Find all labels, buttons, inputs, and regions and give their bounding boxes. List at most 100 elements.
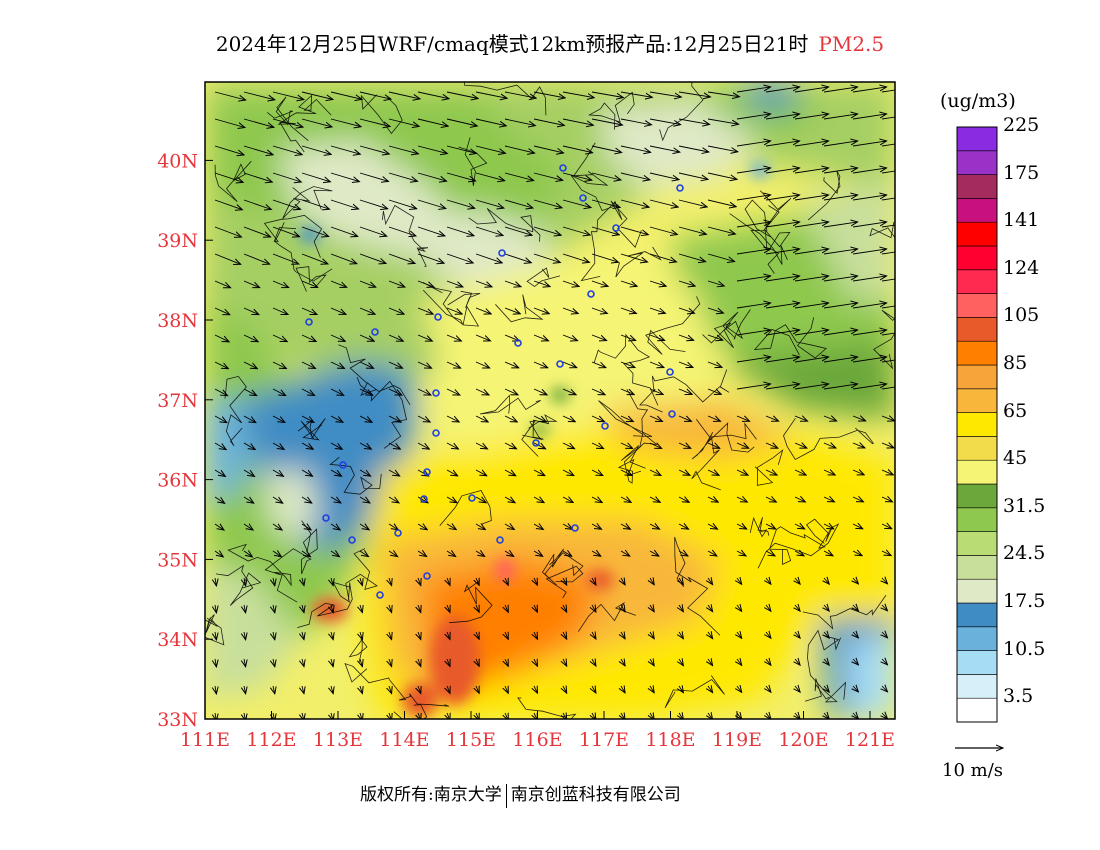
footer-separator bbox=[505, 783, 507, 808]
city-marker bbox=[612, 224, 620, 232]
city-marker bbox=[394, 529, 402, 537]
city-marker bbox=[587, 290, 595, 298]
city-marker bbox=[514, 339, 522, 347]
legend-label: 124 bbox=[1003, 256, 1040, 279]
lat-tick-label: 35N bbox=[157, 549, 198, 571]
legend-swatch bbox=[956, 531, 998, 556]
legend-swatch bbox=[956, 483, 998, 509]
city-marker bbox=[579, 194, 587, 202]
legend-label: 10.5 bbox=[1003, 637, 1046, 660]
legend-unit: (ug/m3) bbox=[940, 90, 1016, 112]
company-text: 南京创蓝科技有限公司 bbox=[510, 785, 681, 805]
legend-swatch bbox=[956, 198, 998, 223]
city-markers bbox=[305, 164, 684, 599]
legend-swatch bbox=[956, 578, 998, 604]
legend-swatch bbox=[956, 364, 998, 390]
longitude-axis: 111E 112E 113E 114E 115E 116E 117E 118E 119E 120E… bbox=[180, 711, 895, 751]
legend-swatch bbox=[956, 555, 998, 580]
city-marker bbox=[339, 461, 347, 469]
city-marker bbox=[434, 313, 442, 321]
legend-label: 85 bbox=[1003, 352, 1028, 374]
city-marker bbox=[432, 429, 440, 437]
city-marker bbox=[498, 249, 506, 257]
city-marker bbox=[601, 422, 609, 430]
copyright-text: 版权所有:南京大学 bbox=[360, 785, 502, 805]
legend-label: 3.5 bbox=[1003, 685, 1034, 708]
map-frame bbox=[204, 81, 896, 720]
city-marker bbox=[668, 410, 676, 418]
latitude-axis: 33N 34N 35N 36N 37N 38N 39N 40N bbox=[157, 150, 213, 731]
lon-tick-label: 120E bbox=[778, 729, 828, 751]
legend-colorbar bbox=[956, 126, 998, 723]
title-species: PM2.5 bbox=[818, 32, 885, 56]
legend-swatch bbox=[956, 126, 998, 152]
city-marker bbox=[666, 368, 674, 376]
copyright-footer: 版权所有:南京大学 南京创蓝科技有限公司 bbox=[360, 780, 681, 808]
legend-swatch bbox=[956, 293, 998, 318]
lat-tick-label: 39N bbox=[157, 230, 198, 252]
legend-label: 225 bbox=[1003, 114, 1040, 136]
city-marker bbox=[423, 468, 431, 476]
reference-vector-label: 10 m/s bbox=[942, 760, 1003, 781]
city-marker bbox=[468, 494, 476, 502]
lon-tick-label: 121E bbox=[845, 729, 895, 751]
city-marker bbox=[496, 536, 504, 544]
legend-label: 175 bbox=[1003, 161, 1040, 184]
city-marker bbox=[371, 328, 379, 336]
legend-swatch bbox=[956, 697, 998, 723]
city-marker bbox=[559, 164, 567, 172]
legend-swatch bbox=[956, 317, 998, 342]
legend-swatch bbox=[956, 388, 998, 413]
lon-tick-label: 118E bbox=[645, 729, 695, 751]
lat-tick-label: 38N bbox=[157, 310, 198, 332]
legend-label: 65 bbox=[1003, 399, 1028, 422]
legend-swatch bbox=[956, 602, 998, 628]
legend-label: 17.5 bbox=[1003, 590, 1046, 612]
map-title: 2024年12月25日WRF/cmaq模式12km预报产品:12月25日21时 P… bbox=[0, 28, 1100, 57]
legend-swatch bbox=[956, 221, 998, 247]
lat-tick-label: 40N bbox=[157, 150, 198, 172]
city-marker bbox=[423, 572, 431, 580]
city-marker bbox=[420, 495, 428, 503]
lon-tick-label: 117E bbox=[579, 729, 629, 751]
legend-swatch bbox=[956, 507, 998, 532]
lon-tick-label: 116E bbox=[512, 729, 562, 751]
city-marker bbox=[305, 318, 313, 326]
city-marker bbox=[348, 536, 356, 544]
legend-label: 24.5 bbox=[1003, 542, 1046, 565]
city-marker bbox=[432, 389, 440, 397]
lat-tick-label: 34N bbox=[157, 629, 198, 651]
legend-swatch bbox=[956, 412, 998, 437]
legend-swatch bbox=[956, 150, 998, 175]
legend-swatch bbox=[956, 650, 998, 675]
city-marker bbox=[676, 184, 684, 192]
city-marker bbox=[532, 439, 540, 447]
legend-swatch bbox=[956, 674, 998, 699]
lat-tick-label: 36N bbox=[157, 470, 198, 492]
title-main: 2024年12月25日WRF/cmaq模式12km预报产品:12月25日21时 bbox=[215, 32, 809, 56]
legend-swatch bbox=[956, 245, 998, 271]
lat-tick-label: 33N bbox=[157, 709, 198, 731]
city-marker bbox=[556, 360, 564, 368]
concentration-field bbox=[205, 82, 895, 719]
legend-swatch bbox=[956, 174, 998, 199]
lon-tick-label: 112E bbox=[246, 729, 296, 751]
legend-swatch bbox=[956, 459, 998, 485]
city-marker bbox=[322, 514, 330, 522]
lon-tick-label: 119E bbox=[712, 729, 762, 751]
lon-tick-label: 114E bbox=[379, 729, 429, 751]
legend-label: 141 bbox=[1003, 209, 1040, 232]
lon-tick-label: 111E bbox=[180, 729, 230, 751]
city-marker bbox=[376, 591, 384, 599]
wind-vectors bbox=[215, 87, 895, 719]
legend-swatch bbox=[956, 269, 998, 294]
lat-tick-label: 37N bbox=[157, 390, 198, 412]
city-marker bbox=[571, 524, 579, 532]
legend-label: 45 bbox=[1003, 447, 1028, 470]
lon-tick-label: 115E bbox=[446, 729, 496, 751]
legend-swatch bbox=[956, 626, 998, 651]
legend-swatch bbox=[956, 340, 998, 366]
legend-label: 31.5 bbox=[1003, 494, 1046, 517]
legend-label: 105 bbox=[1003, 304, 1040, 327]
